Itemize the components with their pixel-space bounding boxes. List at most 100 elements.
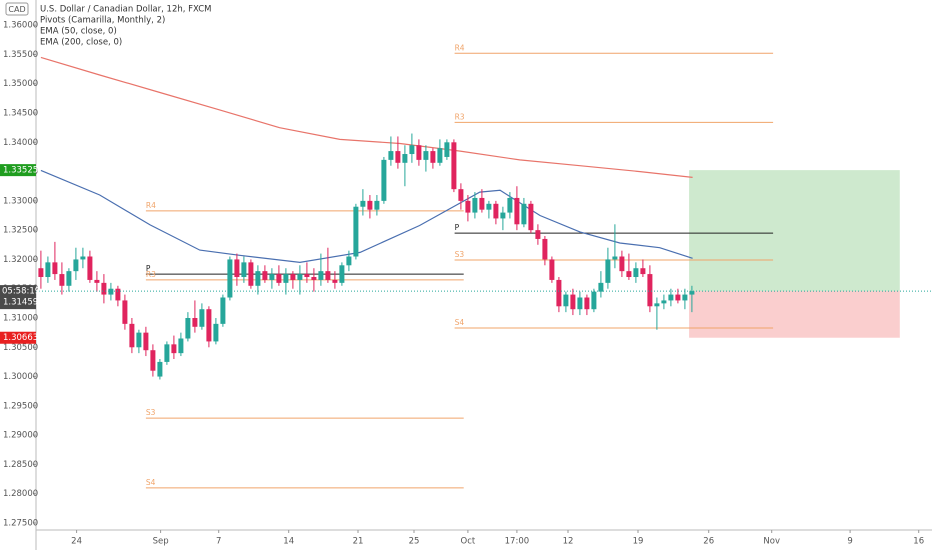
candle-body xyxy=(59,274,65,286)
ema-line xyxy=(40,169,693,264)
pivot-label: P xyxy=(146,264,151,273)
candle-body xyxy=(262,271,268,280)
candle-body xyxy=(521,203,527,225)
pivot-label: P xyxy=(455,223,460,232)
candle-body xyxy=(626,271,632,278)
candle-body xyxy=(451,142,457,190)
candle-body xyxy=(276,274,282,283)
candle-body xyxy=(45,262,51,278)
candle-body xyxy=(318,271,324,280)
candle-body xyxy=(206,309,212,342)
x-tick-label: 19 xyxy=(633,537,644,547)
candle-body xyxy=(374,200,380,210)
candle-body xyxy=(178,338,184,354)
candle-body xyxy=(444,142,450,157)
candle-body xyxy=(640,268,646,275)
stop-badge xyxy=(0,331,36,344)
candle-body xyxy=(122,300,128,324)
candle-body xyxy=(367,200,373,210)
pivot-label: S3 xyxy=(455,250,465,259)
candle-body xyxy=(136,332,142,348)
target-badge xyxy=(0,164,36,177)
candle-body xyxy=(108,288,114,295)
candle-body xyxy=(52,262,58,275)
candle-body xyxy=(556,279,562,307)
candle-body xyxy=(353,206,359,257)
candle-body xyxy=(570,294,576,310)
candle-body xyxy=(94,279,100,283)
candle-body xyxy=(479,197,485,210)
candle-body xyxy=(115,288,121,301)
pivot-label: R3 xyxy=(146,270,156,279)
candle-body xyxy=(458,189,464,201)
chart-title: U.S. Dollar / Canadian Dollar, 12h, FXCM xyxy=(40,5,212,15)
stop-label: 1.30663 xyxy=(3,333,38,343)
candle-body xyxy=(87,256,93,280)
currency: CAD xyxy=(8,5,25,14)
x-tick-label: 17:00 xyxy=(505,537,530,547)
candle-body xyxy=(661,300,667,304)
candle-body xyxy=(472,197,478,213)
currency-box xyxy=(5,2,29,16)
candle-body xyxy=(500,212,506,219)
y-tick-label: 1.29000 xyxy=(3,431,38,441)
candle-body xyxy=(311,277,317,280)
candle-body xyxy=(430,151,436,163)
candle-body xyxy=(549,259,555,280)
candle-body xyxy=(633,268,639,278)
target-label: 1.33525 xyxy=(3,166,38,176)
candle-body xyxy=(584,297,590,310)
candle-body xyxy=(577,297,583,310)
candle-body xyxy=(689,291,695,295)
x-tick-label: Sep xyxy=(153,537,169,547)
candle-body xyxy=(647,274,653,307)
candle-body xyxy=(171,344,177,354)
candle-body xyxy=(234,259,240,278)
x-tick-label: 26 xyxy=(703,537,714,547)
y-tick-label: 1.33000 xyxy=(3,196,38,206)
candle-body xyxy=(129,323,135,348)
candle-body xyxy=(213,323,219,342)
candle-body xyxy=(66,271,72,286)
candle-body xyxy=(199,309,205,327)
y-tick-label: 1.28000 xyxy=(3,489,38,499)
candle-body xyxy=(381,159,387,201)
candle-body xyxy=(290,274,296,280)
y-tick-label: 1.30500 xyxy=(3,343,38,353)
candle-body xyxy=(563,294,569,307)
y-tick-label: 1.27500 xyxy=(3,518,38,528)
indicator-label: EMA (50, close, 0) xyxy=(40,27,117,37)
ema-line xyxy=(40,56,693,178)
candle-body xyxy=(150,350,156,371)
candle-body xyxy=(255,271,261,286)
y-tick-label: 1.29500 xyxy=(3,401,38,411)
candle-body xyxy=(164,344,170,362)
candle-body xyxy=(612,256,618,260)
y-tick-label: 1.35500 xyxy=(3,50,38,60)
y-tick-label: 1.34500 xyxy=(3,109,38,119)
candle-body xyxy=(283,274,289,283)
candle-body xyxy=(248,262,254,286)
x-tick-label: 21 xyxy=(353,537,364,547)
candle-body xyxy=(192,318,198,327)
y-tick-label: 1.30000 xyxy=(3,372,38,382)
candle-body xyxy=(297,274,303,280)
indicator-label: EMA (200, close, 0) xyxy=(40,38,122,48)
x-tick-label: Nov xyxy=(763,537,780,547)
y-tick-label: 1.36000 xyxy=(3,21,38,31)
loss-zone xyxy=(689,291,900,338)
x-tick-label: 14 xyxy=(283,537,294,547)
x-tick-label: Oct xyxy=(461,537,476,547)
candle-body xyxy=(619,256,625,272)
pivot-label: S3 xyxy=(146,408,156,417)
candle-body xyxy=(388,151,394,160)
candle-body xyxy=(325,271,331,280)
candle-body xyxy=(605,259,611,283)
x-tick-label: 25 xyxy=(409,537,420,547)
countdown: 05:58:19 xyxy=(2,287,40,297)
candle-body xyxy=(465,200,471,213)
candle-body xyxy=(143,332,149,351)
candle-body xyxy=(542,238,548,260)
candle-body xyxy=(185,318,191,339)
